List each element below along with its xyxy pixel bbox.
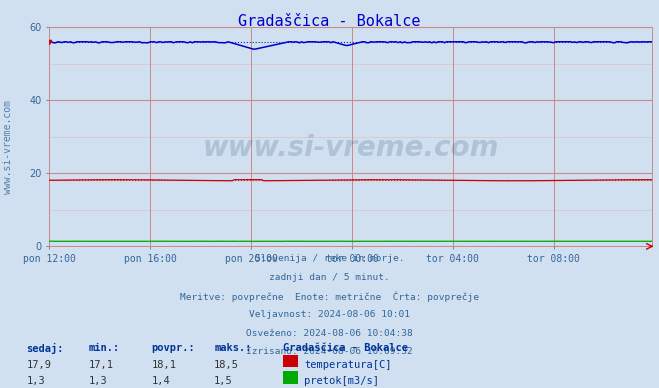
Text: Veljavnost: 2024-08-06 10:01: Veljavnost: 2024-08-06 10:01: [249, 310, 410, 319]
Text: maks.:: maks.:: [214, 343, 252, 353]
Text: sedaj:: sedaj:: [26, 343, 64, 354]
Text: 1,5: 1,5: [214, 376, 233, 386]
Text: zadnji dan / 5 minut.: zadnji dan / 5 minut.: [269, 273, 390, 282]
Text: pretok[m3/s]: pretok[m3/s]: [304, 376, 380, 386]
Text: Osveženo: 2024-08-06 10:04:38: Osveženo: 2024-08-06 10:04:38: [246, 329, 413, 338]
Text: 17,1: 17,1: [89, 360, 114, 370]
Text: 18,1: 18,1: [152, 360, 177, 370]
Text: Gradaščica - Bokalce: Gradaščica - Bokalce: [239, 14, 420, 29]
Text: 1,3: 1,3: [26, 376, 45, 386]
Text: 1,4: 1,4: [152, 376, 170, 386]
Text: 18,5: 18,5: [214, 360, 239, 370]
Text: 17,9: 17,9: [26, 360, 51, 370]
Text: Gradaščica - Bokalce: Gradaščica - Bokalce: [283, 343, 409, 353]
Text: 1,3: 1,3: [89, 376, 107, 386]
Text: Slovenija / reke in morje.: Slovenija / reke in morje.: [255, 254, 404, 263]
Text: Meritve: povprečne  Enote: metrične  Črta: povprečje: Meritve: povprečne Enote: metrične Črta:…: [180, 291, 479, 302]
Text: www.si-vreme.com: www.si-vreme.com: [3, 100, 13, 194]
Text: min.:: min.:: [89, 343, 120, 353]
Text: www.si-vreme.com: www.si-vreme.com: [203, 134, 499, 162]
Text: Izrisano: 2024-08-06 10:09:32: Izrisano: 2024-08-06 10:09:32: [246, 347, 413, 356]
Text: temperatura[C]: temperatura[C]: [304, 360, 392, 370]
Text: povpr.:: povpr.:: [152, 343, 195, 353]
